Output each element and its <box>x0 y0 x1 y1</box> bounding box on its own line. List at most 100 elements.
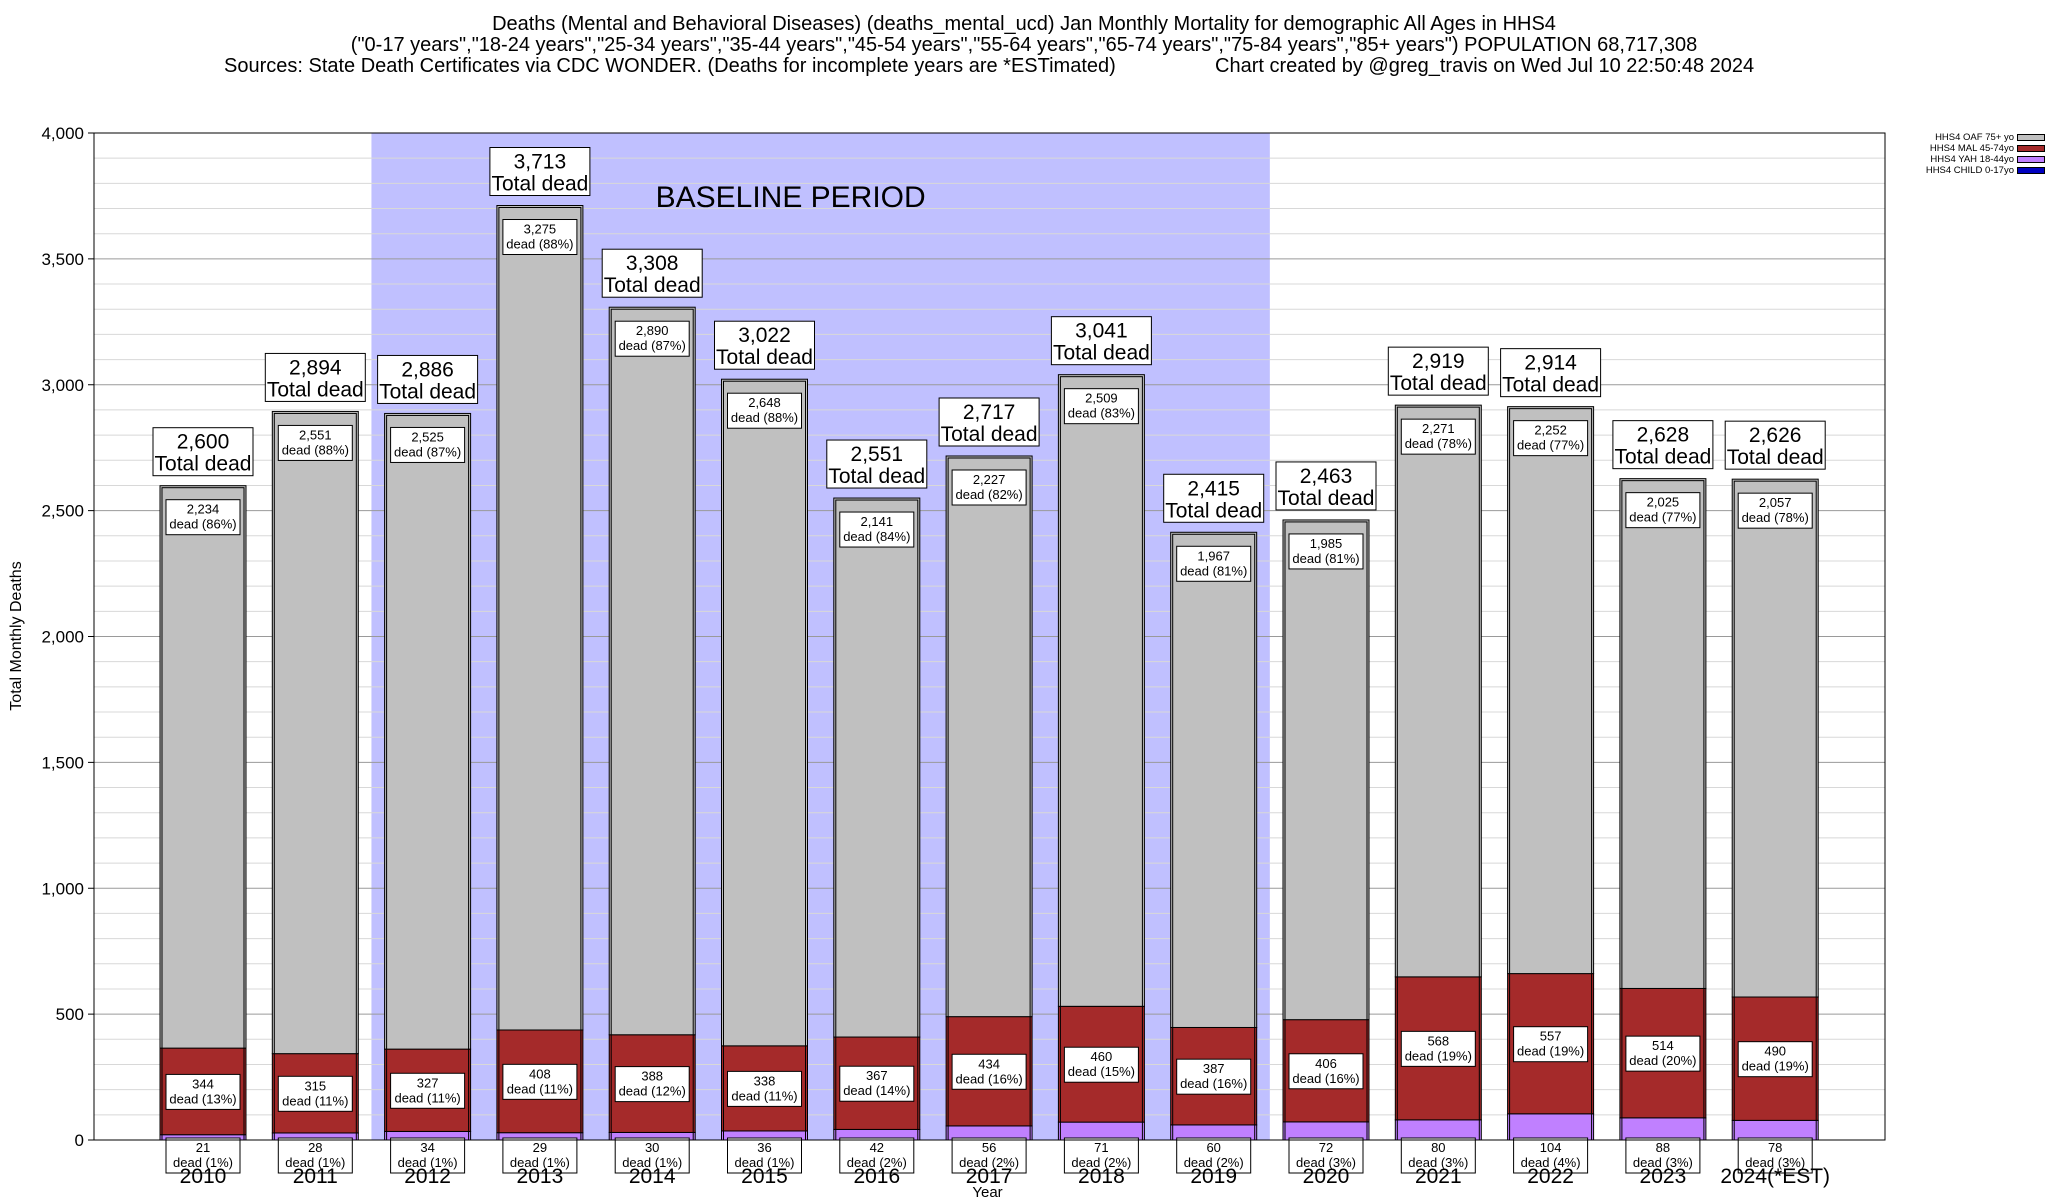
mal-label-box <box>1625 1035 1701 1072</box>
oaf-label-value: 2,057 <box>1759 495 1792 510</box>
mal-label-box <box>502 1063 578 1100</box>
oaf-label-pct: dead (88%) <box>506 237 573 252</box>
yah-label-box <box>165 1137 241 1174</box>
total-label-suffix: Total dead <box>379 380 476 403</box>
oaf-label-value: 2,525 <box>411 429 444 444</box>
bar-segment <box>608 306 696 1036</box>
oaf-label-value: 2,509 <box>1085 391 1118 406</box>
total-label-suffix: Total dead <box>716 346 813 369</box>
yah-label-pct: dead (1%) <box>173 1155 233 1170</box>
legend-swatch <box>2017 156 2045 163</box>
oaf-label-value: 3,275 <box>524 222 557 237</box>
x-tick-label: 2018 <box>1078 1165 1125 1188</box>
total-label-suffix: Total dead <box>1165 499 1262 522</box>
baseline-label: BASELINE PERIOD <box>656 181 926 214</box>
total-label-value: 2,919 <box>1412 350 1465 373</box>
mal-label-value: 327 <box>417 1075 439 1090</box>
total-label-value: 3,041 <box>1075 320 1128 343</box>
y-tick-label: 2,500 <box>41 502 84 521</box>
x-tick-label: 2013 <box>517 1165 564 1188</box>
mal-label-value: 387 <box>1203 1061 1225 1076</box>
mal-label-box <box>390 1072 466 1109</box>
mal-label-pct: dead (11%) <box>282 1093 348 1108</box>
yah-label-box <box>1513 1137 1589 1174</box>
bar-segment <box>1619 1117 1707 1141</box>
yah-label-value: 30 <box>645 1140 659 1155</box>
yah-label-pct: dead (1%) <box>622 1155 682 1170</box>
yah-label-value: 28 <box>308 1140 322 1155</box>
mal-label-box <box>727 1070 802 1107</box>
mal-label-pct: dead (11%) <box>731 1088 797 1103</box>
oaf-label-pct: dead (82%) <box>955 487 1022 502</box>
mal-label-value: 434 <box>978 1056 1000 1071</box>
y-tick-label: 4,000 <box>41 124 84 143</box>
oaf-label-value: 2,227 <box>973 472 1006 487</box>
total-label-box <box>1050 316 1152 366</box>
oaf-label-value: 2,551 <box>299 427 332 442</box>
yah-label-value: 78 <box>1768 1140 1782 1155</box>
mal-label-pct: dead (20%) <box>1629 1053 1696 1068</box>
total-label-suffix: Total dead <box>491 173 588 196</box>
yah-label-value: 34 <box>420 1140 434 1155</box>
chart-title: Deaths (Mental and Behavioral Diseases) … <box>492 13 1556 35</box>
x-tick-label: 2023 <box>1640 1165 1687 1188</box>
legend-item-yah: HHS4 YAH 18-44yo <box>1880 154 2045 165</box>
x-tick-label: 2016 <box>853 1165 900 1188</box>
total-label-suffix: Total dead <box>941 423 1038 446</box>
mal-label-pct: dead (19%) <box>1517 1044 1584 1059</box>
y-tick-label: 1,000 <box>41 879 84 898</box>
bar-segment <box>159 485 247 1049</box>
yah-label-value: 71 <box>1094 1140 1108 1155</box>
yah-label-pct: dead (3%) <box>1745 1155 1805 1170</box>
x-tick-label: 2019 <box>1190 1165 1237 1188</box>
bar-segment <box>721 378 808 1047</box>
bar-segment <box>1170 531 1258 1028</box>
total-label-box <box>489 147 591 197</box>
yah-label-box <box>951 1137 1027 1174</box>
y-tick-label: 1,500 <box>41 753 84 772</box>
legend-swatch <box>2017 167 2045 174</box>
oaf-label-box <box>390 426 466 463</box>
total-label-box <box>1724 420 1826 470</box>
oaf-label-pct: dead (78%) <box>1742 510 1809 525</box>
mal-label-pct: dead (11%) <box>394 1090 460 1105</box>
total-label-value: 2,886 <box>401 358 454 381</box>
chart-subtitle: ("0-17 years","18-24 years","25-34 years… <box>350 34 1698 56</box>
mal-label-pct: dead (19%) <box>1742 1059 1809 1074</box>
oaf-label-value: 2,025 <box>1647 495 1680 510</box>
oaf-label-box <box>277 424 353 461</box>
total-label-value: 2,717 <box>963 401 1016 424</box>
yah-label-pct: dead (1%) <box>510 1155 570 1170</box>
yah-label-box <box>390 1137 466 1174</box>
mal-label-box <box>1737 1041 1813 1078</box>
yah-label-pct: dead (1%) <box>285 1155 345 1170</box>
oaf-label-value: 2,234 <box>187 502 220 517</box>
mal-label-box <box>277 1075 353 1112</box>
yah-label-value: 21 <box>196 1140 210 1155</box>
bar-segment <box>1731 1119 1819 1141</box>
oaf-label-pct: dead (87%) <box>619 338 686 353</box>
x-tick-label: 2022 <box>1527 1165 1574 1188</box>
total-label-box <box>1612 420 1714 470</box>
total-label-box <box>1275 461 1377 511</box>
total-label-suffix: Total dead <box>267 378 364 401</box>
mal-label-value: 338 <box>754 1073 776 1088</box>
total-label-box <box>1500 348 1602 398</box>
oaf-label-pct: dead (88%) <box>282 442 349 457</box>
yah-label-pct: dead (2%) <box>959 1155 1019 1170</box>
legend-label: HHS4 MAL 45-74yo <box>1929 143 2014 154</box>
total-label-suffix: Total dead <box>155 453 252 476</box>
yah-label-value: 80 <box>1431 1140 1445 1155</box>
oaf-label-pct: dead (86%) <box>169 517 236 532</box>
yah-label-pct: dead (2%) <box>1071 1155 1131 1170</box>
yah-label-value: 104 <box>1540 1140 1562 1155</box>
x-tick-label: 2020 <box>1303 1165 1350 1188</box>
bar-segment <box>1507 406 1595 975</box>
oaf-label-box <box>1176 545 1252 582</box>
legend-label: HHS4 YAH 18-44yo <box>1930 154 2014 165</box>
legend-item-child: HHS4 CHILD 0-17yo <box>1880 165 2045 176</box>
total-label-value: 2,628 <box>1637 424 1690 447</box>
mal-label-pct: dead (14%) <box>843 1083 910 1098</box>
mal-label-value: 344 <box>192 1076 214 1091</box>
mal-label-pct: dead (19%) <box>1405 1048 1472 1063</box>
